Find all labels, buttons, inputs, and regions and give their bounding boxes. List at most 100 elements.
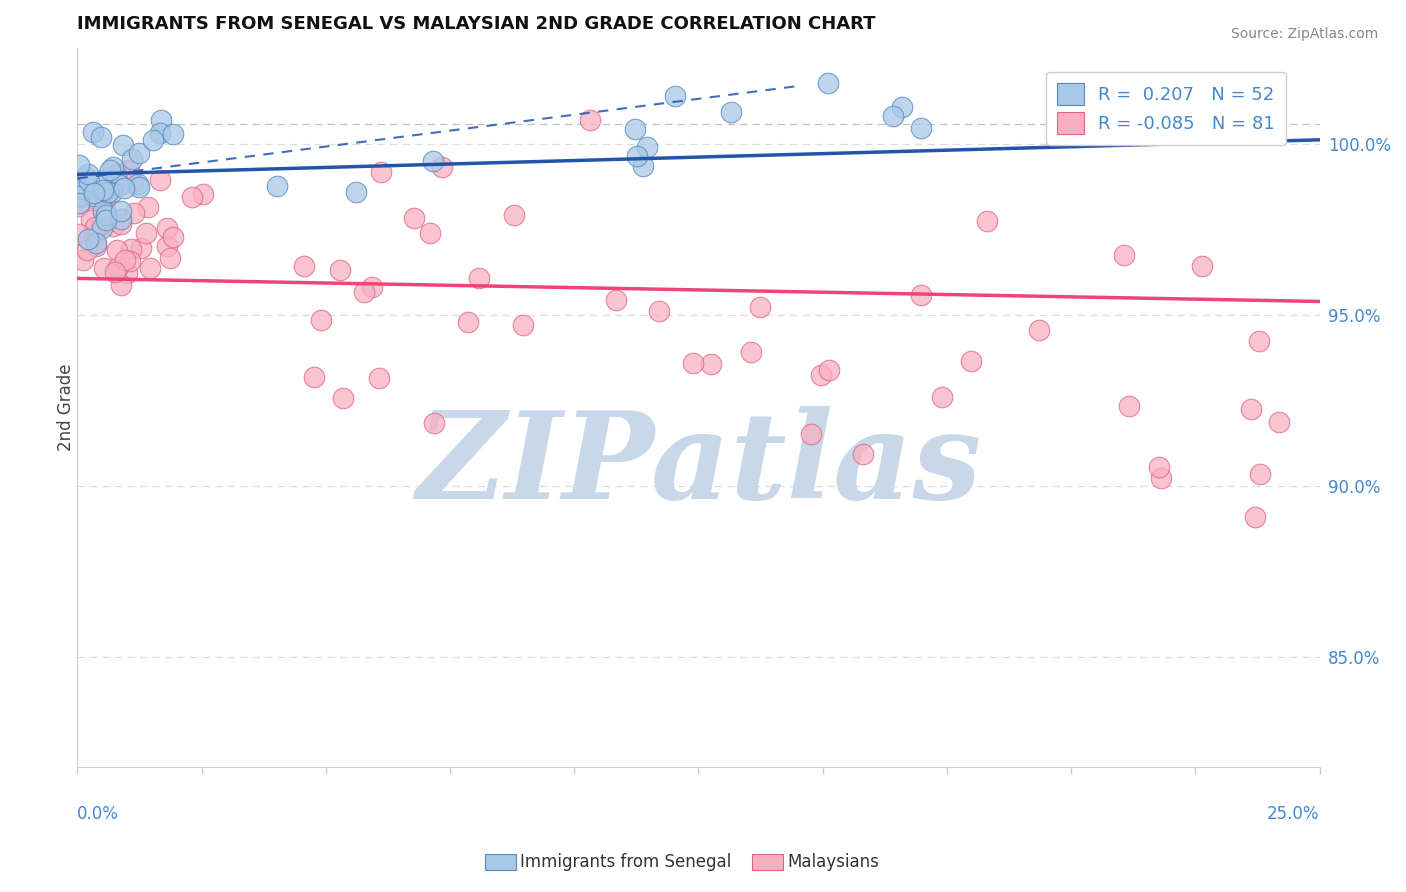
Point (67, 199, 90, 213)
Point (636, 140, 658, 154)
Point (76, 232, 98, 246)
Point (127, 177, 149, 191)
Point (91, 203, 114, 218)
Point (122, 205, 145, 219)
Point (129, 241, 152, 255)
Point (976, 213, 998, 227)
Point (121, 175, 143, 189)
Point (370, 165, 392, 179)
Point (138, 261, 160, 276)
Point (110, 217, 132, 231)
Point (1053, 87, 1076, 102)
Text: 0.0%: 0.0% (77, 805, 120, 823)
Point (1112, 248, 1135, 262)
Point (1240, 402, 1263, 417)
Point (91, 220, 114, 235)
Point (128, 179, 150, 194)
Point (512, 318, 534, 332)
Point (110, 211, 132, 226)
Point (110, 203, 132, 218)
Point (77, 174, 100, 188)
Point (329, 262, 352, 277)
Point (96, 209, 118, 223)
Point (83, 189, 105, 203)
Point (817, 76, 839, 90)
Point (72, 252, 94, 267)
Point (114, 252, 136, 267)
Point (105, 168, 128, 182)
Point (162, 230, 184, 244)
Y-axis label: 2nd Grade: 2nd Grade (58, 364, 75, 451)
Point (94, 194, 117, 208)
Point (90, 130, 112, 145)
Point (468, 271, 491, 285)
Point (108, 167, 131, 181)
Point (266, 178, 288, 193)
Point (579, 113, 602, 128)
Point (910, 288, 932, 302)
Point (83, 228, 105, 243)
Legend: R =  0.207   N = 52, R = -0.085   N = 81: R = 0.207 N = 52, R = -0.085 N = 81 (1046, 72, 1286, 145)
Point (422, 153, 444, 168)
Point (149, 113, 172, 128)
Point (682, 356, 704, 370)
Point (162, 128, 184, 142)
Point (1247, 334, 1270, 348)
Point (419, 226, 441, 240)
Point (353, 285, 375, 299)
Point (1244, 510, 1267, 524)
Point (69, 189, 91, 203)
Point (457, 315, 479, 329)
Point (90, 217, 112, 231)
Point (302, 370, 325, 384)
Point (699, 357, 721, 371)
Point (135, 226, 157, 240)
Point (91, 186, 114, 200)
Point (121, 152, 143, 166)
Text: ZIPatlas: ZIPatlas (416, 406, 981, 524)
Point (309, 312, 332, 326)
Text: Source: ZipAtlas.com: Source: ZipAtlas.com (1230, 27, 1378, 41)
Text: Immigrants from Senegal: Immigrants from Senegal (520, 853, 731, 871)
Point (1118, 399, 1140, 413)
Point (96, 185, 118, 199)
Point (105, 244, 128, 258)
Point (91, 173, 114, 187)
Point (931, 390, 953, 404)
Point (110, 277, 132, 292)
Point (80, 213, 103, 227)
Point (851, 447, 873, 461)
Point (128, 146, 150, 161)
Point (67, 227, 90, 242)
Text: 25.0%: 25.0% (1267, 805, 1320, 823)
Point (156, 221, 179, 235)
Point (91, 183, 114, 197)
Text: IMMIGRANTS FROM SENEGAL VS MALAYSIAN 2ND GRADE CORRELATION CHART: IMMIGRANTS FROM SENEGAL VS MALAYSIAN 2ND… (77, 15, 876, 33)
Point (180, 190, 202, 204)
Point (503, 207, 526, 221)
Point (83, 186, 105, 201)
Point (67, 196, 90, 211)
Point (605, 293, 627, 308)
Point (67, 158, 90, 172)
Point (159, 252, 181, 266)
Point (1249, 467, 1271, 481)
Point (626, 149, 648, 163)
Point (112, 138, 135, 153)
Point (800, 426, 823, 441)
Point (94, 205, 117, 219)
Point (103, 160, 125, 174)
Point (117, 266, 139, 280)
Point (810, 368, 832, 383)
Point (83, 220, 105, 235)
Point (120, 254, 142, 268)
Point (910, 121, 932, 136)
Point (1028, 323, 1050, 337)
Point (112, 181, 135, 195)
Point (77, 167, 100, 181)
Point (76, 243, 98, 257)
Point (740, 344, 762, 359)
Point (104, 265, 127, 279)
Point (430, 160, 453, 174)
Point (404, 211, 426, 225)
